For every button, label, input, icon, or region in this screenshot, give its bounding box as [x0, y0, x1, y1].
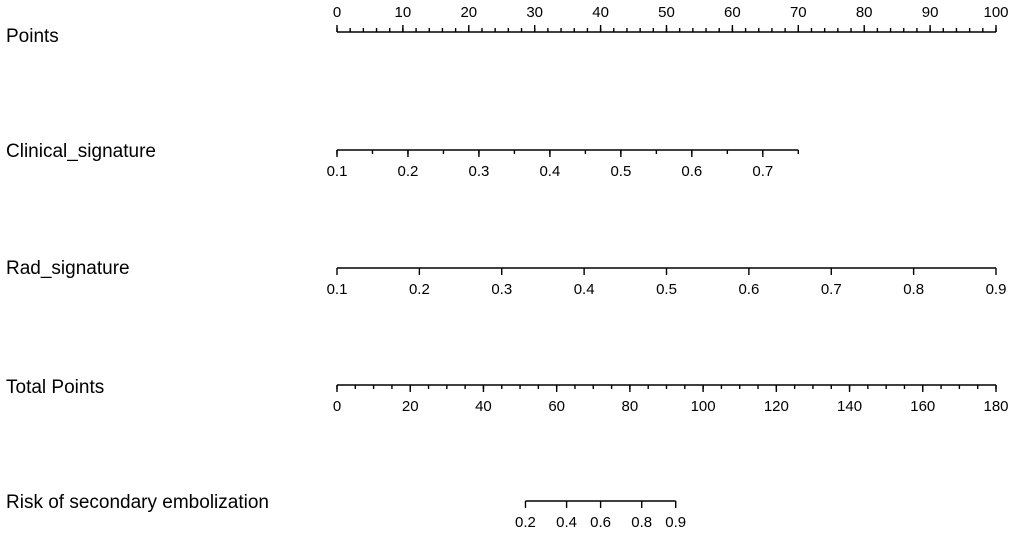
tick-label-rad-signature: 0.9	[986, 281, 1007, 298]
tick-label-total-points: 100	[691, 398, 716, 415]
tick-label-points: 20	[460, 4, 477, 21]
tick-label-clinical-signature: 0.6	[681, 163, 702, 180]
tick-label-total-points: 40	[475, 398, 492, 415]
tick-label-points: 50	[658, 4, 675, 21]
tick-label-clinical-signature: 0.2	[398, 163, 419, 180]
tick-label-risk-of-secondary-embolization: 0.9	[665, 514, 686, 531]
tick-label-points: 100	[983, 4, 1008, 21]
tick-label-risk-of-secondary-embolization: 0.6	[590, 514, 611, 531]
row-label-rad-signature: Rad_signature	[6, 258, 130, 279]
tick-label-total-points: 140	[837, 398, 862, 415]
tick-label-points: 0	[333, 4, 341, 21]
tick-label-rad-signature: 0.3	[491, 281, 512, 298]
tick-label-total-points: 160	[910, 398, 935, 415]
tick-label-clinical-signature: 0.1	[327, 163, 348, 180]
tick-label-rad-signature: 0.7	[821, 281, 842, 298]
row-label-risk-of-secondary-embolization: Risk of secondary embolization	[6, 492, 269, 513]
tick-label-points: 80	[856, 4, 873, 21]
tick-label-risk-of-secondary-embolization: 0.4	[556, 514, 577, 531]
tick-label-risk-of-secondary-embolization: 0.2	[515, 514, 536, 531]
tick-label-points: 60	[724, 4, 741, 21]
tick-label-rad-signature: 0.1	[327, 281, 348, 298]
tick-label-clinical-signature: 0.7	[752, 163, 773, 180]
tick-label-clinical-signature: 0.3	[469, 163, 490, 180]
tick-label-points: 30	[526, 4, 543, 21]
tick-label-rad-signature: 0.6	[738, 281, 759, 298]
tick-label-rad-signature: 0.4	[574, 281, 595, 298]
row-label-total-points: Total Points	[6, 377, 104, 398]
tick-label-points: 40	[592, 4, 609, 21]
tick-label-rad-signature: 0.2	[409, 281, 430, 298]
tick-label-risk-of-secondary-embolization: 0.8	[631, 514, 652, 531]
tick-label-total-points: 180	[983, 398, 1008, 415]
row-label-points: Points	[6, 26, 59, 47]
tick-label-total-points: 0	[333, 398, 341, 415]
tick-label-total-points: 60	[548, 398, 565, 415]
tick-label-clinical-signature: 0.5	[610, 163, 631, 180]
tick-label-points: 90	[922, 4, 939, 21]
tick-label-clinical-signature: 0.4	[539, 163, 560, 180]
tick-label-rad-signature: 0.5	[656, 281, 677, 298]
tick-label-points: 10	[395, 4, 412, 21]
tick-label-rad-signature: 0.8	[903, 281, 924, 298]
tick-label-points: 70	[790, 4, 807, 21]
tick-label-total-points: 20	[402, 398, 419, 415]
tick-label-total-points: 120	[764, 398, 789, 415]
row-label-clinical-signature: Clinical_signature	[6, 141, 156, 162]
tick-label-total-points: 80	[622, 398, 639, 415]
